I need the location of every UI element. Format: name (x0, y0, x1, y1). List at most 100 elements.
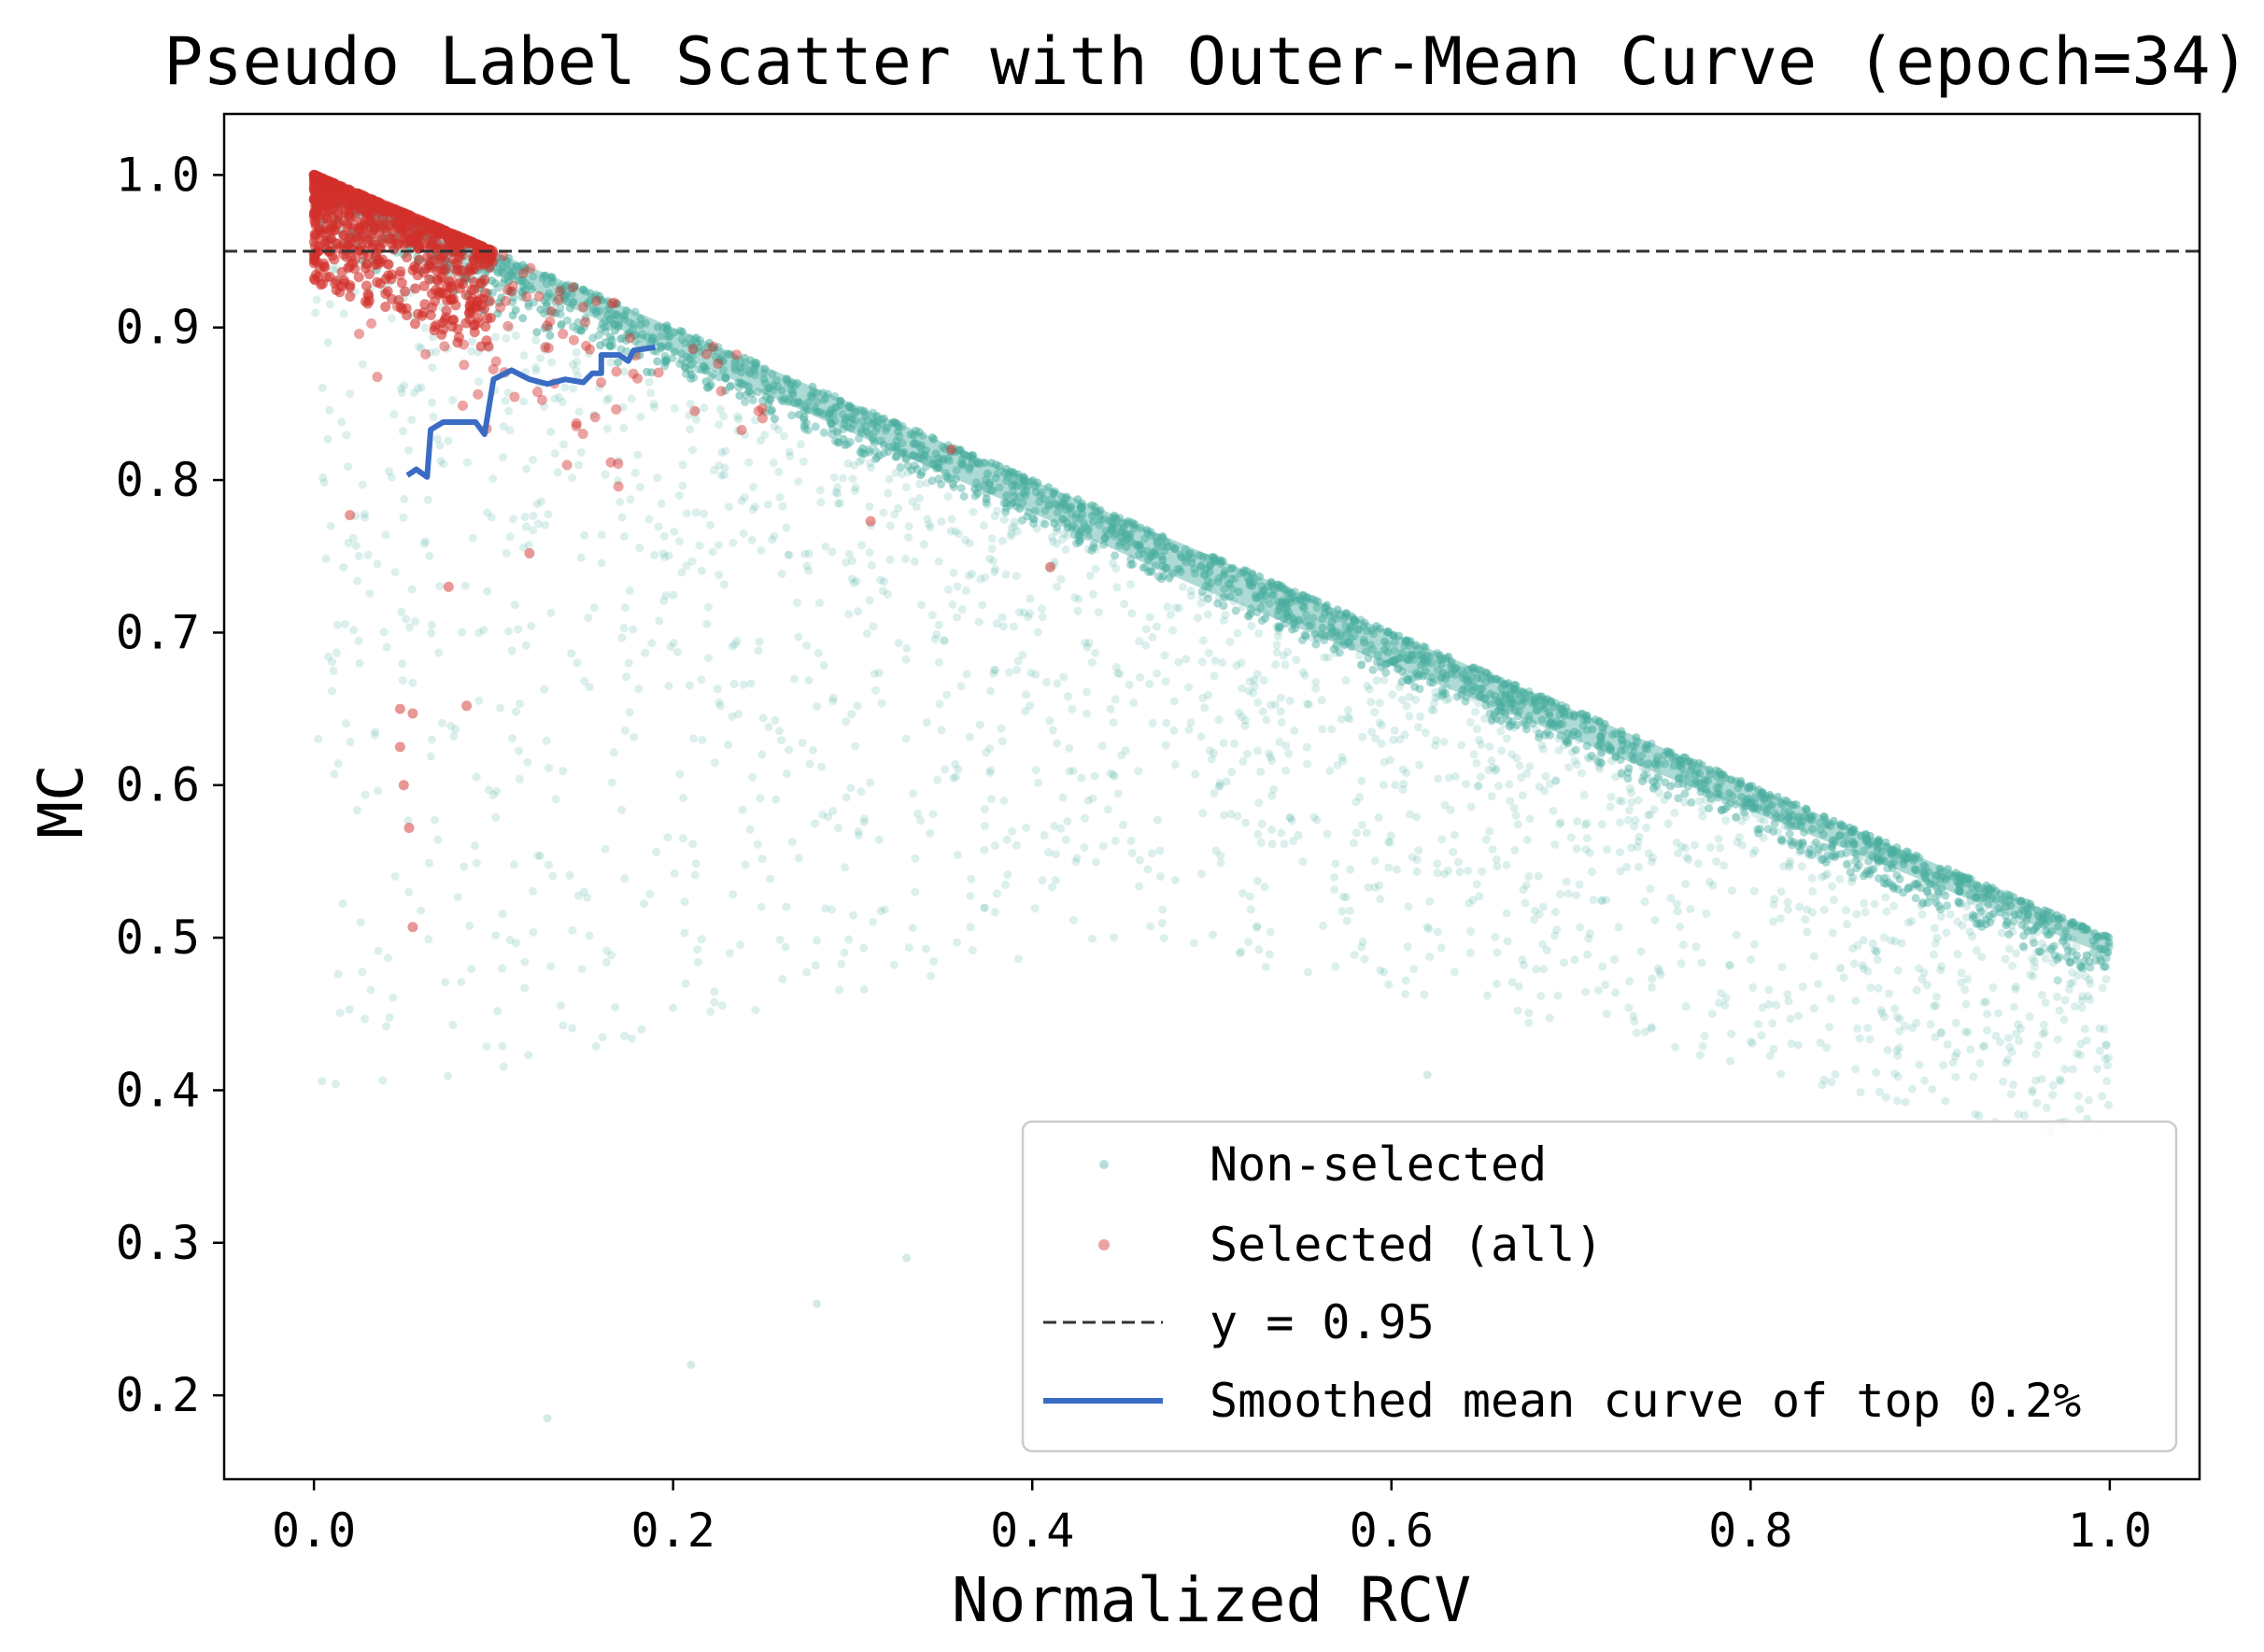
non-selected-point (1275, 602, 1284, 612)
non-selected-point (460, 862, 469, 871)
non-selected-point (1983, 1025, 1992, 1035)
non-selected-point (1405, 676, 1414, 685)
non-selected-point (1617, 735, 1626, 744)
non-selected-point (1597, 897, 1606, 906)
non-selected-point (1615, 796, 1624, 805)
selected-point (473, 388, 484, 400)
non-selected-point (341, 619, 350, 628)
non-selected-point (1159, 572, 1168, 581)
non-selected-point (1158, 533, 1167, 543)
non-selected-point (680, 362, 689, 372)
non-selected-point (669, 638, 678, 647)
non-selected-point (610, 319, 619, 329)
non-selected-point (1931, 1033, 1940, 1042)
non-selected-point (1746, 784, 1755, 793)
non-selected-point (985, 744, 995, 753)
non-selected-point (1422, 657, 1431, 665)
non-selected-point (487, 513, 496, 522)
non-selected-point (1716, 770, 1725, 780)
non-selected-point (998, 536, 1007, 545)
non-selected-point (1669, 761, 1678, 770)
non-selected-point (2103, 948, 2113, 957)
non-selected-point (991, 666, 1000, 675)
non-selected-point (417, 344, 426, 353)
non-selected-point (1211, 846, 1221, 855)
non-selected-point (966, 892, 975, 900)
non-selected-point (845, 413, 855, 422)
non-selected-point (624, 658, 633, 668)
non-selected-point (670, 527, 679, 536)
non-selected-point (635, 544, 644, 552)
non-selected-point (1928, 1085, 1937, 1094)
non-selected-point (527, 621, 536, 630)
non-selected-point (451, 725, 460, 734)
non-selected-point (697, 675, 706, 685)
non-selected-point (1820, 871, 1830, 881)
non-selected-point (1457, 741, 1466, 750)
non-selected-point (1686, 904, 1695, 913)
non-selected-point (1073, 606, 1082, 615)
selected-point (369, 224, 380, 235)
non-selected-point (848, 474, 857, 484)
selected-point (448, 314, 460, 325)
non-selected-point (627, 394, 636, 403)
non-selected-point (617, 513, 627, 522)
non-selected-point (1207, 755, 1216, 764)
non-selected-point (546, 272, 556, 281)
non-selected-point (1963, 1027, 1973, 1037)
selected-point (561, 459, 573, 471)
non-selected-point (1412, 668, 1422, 677)
non-selected-point (1405, 650, 1414, 659)
non-selected-point (1401, 990, 1410, 998)
non-selected-point (1162, 718, 1171, 727)
non-selected-point (1816, 1038, 1825, 1048)
non-selected-point (504, 253, 514, 262)
non-selected-point (1542, 946, 1551, 954)
non-selected-point (876, 907, 885, 915)
non-selected-point (751, 1006, 760, 1015)
non-selected-point (1669, 780, 1678, 789)
non-selected-point (1088, 589, 1097, 599)
non-selected-point (1477, 666, 1486, 675)
non-selected-point (710, 465, 719, 474)
selected-point (447, 285, 459, 295)
non-selected-point (1237, 947, 1246, 956)
non-selected-point (1750, 939, 1759, 949)
non-selected-point (2030, 939, 2038, 948)
non-selected-point (775, 493, 785, 501)
non-selected-point (1719, 861, 1729, 870)
non-selected-point (335, 1009, 345, 1018)
non-selected-point (1080, 843, 1089, 852)
non-selected-point (1103, 805, 1112, 814)
non-selected-point (1050, 822, 1059, 831)
non-selected-point (2055, 1075, 2064, 1084)
non-selected-point (1485, 826, 1494, 836)
non-selected-point (1178, 583, 1187, 591)
non-selected-point (2023, 911, 2032, 920)
non-selected-point (1623, 815, 1633, 825)
non-selected-point (915, 479, 925, 488)
non-selected-point (1550, 840, 1560, 849)
non-selected-point (1794, 1040, 1803, 1050)
non-selected-point (1313, 597, 1323, 606)
non-selected-point (1853, 854, 1862, 863)
non-selected-point (738, 379, 747, 388)
non-selected-point (522, 464, 531, 473)
non-selected-point (1549, 721, 1559, 730)
non-selected-point (1289, 836, 1298, 845)
non-selected-point (373, 559, 382, 569)
non-selected-point (1769, 1044, 1778, 1053)
non-selected-point (1725, 961, 1734, 970)
non-selected-point (1624, 806, 1634, 815)
non-selected-point (1842, 860, 1851, 869)
non-selected-point (1530, 915, 1539, 925)
non-selected-point (932, 629, 941, 639)
non-selected-point (435, 582, 445, 591)
non-selected-point (1487, 792, 1496, 801)
non-selected-point (1205, 746, 1214, 755)
non-selected-point (579, 887, 588, 897)
non-selected-point (390, 568, 400, 577)
non-selected-point (1539, 965, 1549, 974)
selected-point (419, 299, 431, 310)
non-selected-point (1890, 1069, 1900, 1079)
